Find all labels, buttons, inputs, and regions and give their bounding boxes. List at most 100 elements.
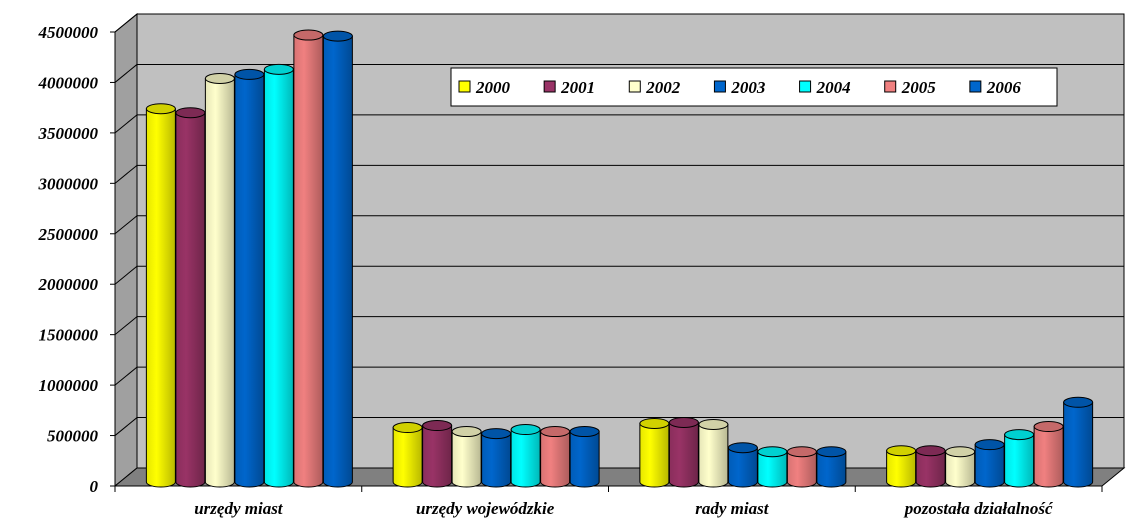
bar-top	[945, 446, 976, 458]
bar-body	[727, 447, 758, 488]
bar-2005-0	[293, 29, 324, 488]
bar-body	[263, 68, 294, 488]
legend-label: 2005	[901, 78, 937, 97]
bar-top	[175, 107, 206, 119]
gridline-side	[114, 316, 138, 336]
bar-body	[175, 112, 206, 488]
y-tick-label: 1500000	[39, 326, 99, 345]
bar-body	[639, 422, 670, 488]
bar-2000-1	[392, 422, 423, 488]
bar-2001-1	[422, 420, 453, 488]
bar-body	[422, 425, 453, 488]
bar-top	[204, 72, 235, 84]
bar-2001-0	[175, 107, 206, 488]
bar-body	[234, 73, 265, 488]
bar-body	[974, 444, 1005, 488]
gridline-side	[114, 417, 138, 436]
bar-top	[974, 439, 1005, 451]
bar-2005-2	[786, 446, 817, 488]
bar-body	[1004, 434, 1035, 488]
bar-top	[698, 418, 729, 430]
bar-top	[451, 426, 482, 438]
bar-body	[915, 450, 946, 488]
bar-2005-1	[540, 426, 571, 488]
bar-2006-0	[322, 30, 353, 488]
bar-2003-0	[234, 68, 265, 488]
bar-2002-0	[204, 72, 235, 488]
bar-2006-1	[569, 426, 600, 488]
legend-label: 2000	[475, 78, 511, 97]
gridline-side	[114, 215, 138, 235]
bar-body	[816, 451, 847, 488]
bar-body	[569, 431, 600, 488]
bar-2000-0	[145, 103, 176, 488]
y-tick-label: 3500000	[38, 124, 99, 143]
x-category-label: pozostała działalność	[903, 499, 1054, 518]
bar-top	[234, 68, 265, 80]
legend-label: 2006	[986, 78, 1022, 97]
bar-top	[886, 445, 917, 457]
bar-body	[1033, 426, 1064, 488]
y-tick-labels: 0 500000 1000000 1500000 2000000 2500000 30000…	[38, 23, 99, 496]
bar-top	[422, 420, 453, 432]
x-category-label: urzędy wojewódzkie	[416, 499, 555, 518]
bars	[145, 29, 1094, 488]
bar-2003-3	[974, 439, 1005, 488]
bar-top	[322, 30, 353, 42]
bar-body	[668, 421, 699, 488]
bar-2004-2	[757, 446, 788, 488]
bar-top	[263, 63, 294, 75]
x-category-labels: urzędy miast urzędy wojewódzkie rady miast…	[194, 499, 1054, 518]
bar-2004-1	[510, 424, 541, 488]
bar-body	[451, 431, 482, 488]
bar-body	[1063, 401, 1094, 488]
legend: 2000 2001 2002 2003 2004 2005 2006	[450, 67, 1058, 107]
legend-label: 2002	[645, 78, 681, 97]
legend-swatch	[713, 80, 726, 93]
bar-2000-2	[639, 417, 670, 488]
bar-body	[510, 429, 541, 488]
legend-swatch	[884, 80, 897, 93]
gridline-side	[114, 164, 138, 184]
gridline-side	[114, 13, 138, 33]
y-tick-label: 0	[90, 477, 99, 496]
bar-body	[786, 451, 817, 488]
y-tick-label: 4500000	[38, 23, 99, 42]
gridline-side	[114, 114, 138, 134]
bar-2001-2	[668, 416, 699, 488]
bar-top	[481, 428, 512, 440]
bar-body	[757, 451, 788, 488]
bar-body	[293, 34, 324, 488]
bar-body	[145, 108, 176, 488]
bar-top	[639, 417, 670, 429]
bar-body	[540, 431, 571, 488]
y-tick-label: 500000	[47, 427, 99, 446]
bar-top	[757, 446, 788, 458]
bar-2003-1	[481, 428, 512, 488]
bar-2002-1	[451, 426, 482, 488]
bar-top	[569, 426, 600, 438]
bar-2001-3	[915, 445, 946, 488]
bar-body	[886, 450, 917, 488]
bar-2002-2	[698, 418, 729, 488]
y-tick-label: 1000000	[39, 376, 99, 395]
bar-top	[786, 446, 817, 458]
gridline-side	[114, 64, 138, 83]
bar-top	[392, 422, 423, 434]
legend-swatch	[458, 80, 471, 93]
side-wall	[114, 12, 138, 488]
bar-2003-2	[727, 442, 758, 488]
bar-top	[293, 29, 324, 41]
bar-body	[698, 423, 729, 488]
bar-top	[1004, 429, 1035, 441]
x-category-label: rady miast	[695, 499, 769, 518]
legend-label: 2001	[560, 78, 595, 97]
legend-label: 2004	[816, 78, 851, 97]
bar-2006-2	[816, 446, 847, 488]
bar-2000-3	[886, 445, 917, 488]
x-category-label: urzędy miast	[194, 499, 284, 518]
bar-body	[322, 35, 353, 488]
bar-top	[668, 416, 699, 428]
bar-2006-3	[1063, 396, 1094, 488]
